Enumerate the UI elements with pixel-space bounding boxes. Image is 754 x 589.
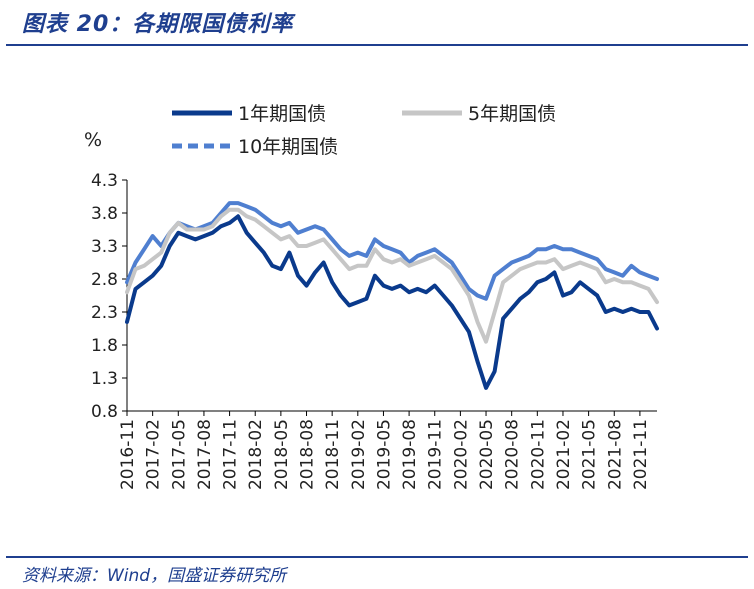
- x-tick-label: 2020-05: [477, 419, 497, 490]
- x-tick-label: 2017-02: [144, 419, 164, 490]
- y-tick-label: 1.8: [91, 336, 118, 356]
- x-tick-label: 2018-08: [298, 419, 318, 490]
- x-tick-label: 2017-11: [221, 419, 241, 490]
- legend-label-1y: 1年期国债: [238, 103, 326, 125]
- footer-divider: [6, 556, 748, 558]
- series-line-5y: [125, 207, 659, 344]
- y-tick-label: 3.3: [91, 237, 118, 257]
- x-tick-label: 2020-02: [451, 419, 471, 490]
- x-tick-label: 2018-11: [323, 419, 343, 490]
- source-note: 资料来源：Wind，国盛证券研究所: [22, 566, 287, 586]
- x-tick-label: 2017-08: [195, 419, 215, 490]
- series-line-10y: [125, 201, 659, 301]
- x-tick-label: 2017-05: [169, 419, 189, 490]
- x-tick-label: 2019-08: [400, 419, 420, 490]
- legend: 1年期国债 5年期国债 10年期国债: [172, 103, 556, 158]
- x-tick-label: 2021-02: [554, 419, 574, 490]
- x-tick-label: 2021-05: [580, 419, 600, 490]
- y-axis: 0.8 1.3 1.8 2.3 2.8 3.3 3.8 4.3: [91, 171, 128, 422]
- x-tick-label: 2018-02: [246, 419, 266, 490]
- y-axis-unit: %: [84, 129, 102, 151]
- x-tick-label: 2020-08: [503, 419, 523, 490]
- x-tick-label: 2019-05: [374, 419, 394, 490]
- figure-title: 图表 20：各期限国债利率: [22, 12, 294, 37]
- legend-label-5y: 5年期国债: [468, 103, 556, 125]
- y-tick-label: 4.3: [91, 171, 118, 191]
- y-tick-label: 3.8: [91, 204, 118, 224]
- x-tick-label: 2018-05: [272, 419, 292, 490]
- x-tick-label: 2019-11: [426, 419, 446, 490]
- x-tick-label: 2021-08: [605, 419, 625, 490]
- y-tick-label: 0.8: [91, 402, 118, 422]
- y-tick-label: 1.3: [91, 369, 118, 389]
- x-axis: 2016-11 2017-02 2017-05 2017-08 2017-11 2018-…: [118, 410, 657, 490]
- x-tick-label: 2020-11: [528, 419, 548, 490]
- series-line-1y: [125, 214, 659, 390]
- legend-label-10y: 10年期国债: [238, 136, 338, 158]
- plot-area: [125, 201, 659, 390]
- x-tick-label: 2021-11: [631, 419, 651, 490]
- x-tick-label: 2019-02: [349, 419, 369, 490]
- x-tick-label: 2016-11: [118, 419, 138, 490]
- y-tick-label: 2.8: [91, 270, 118, 290]
- y-tick-label: 2.3: [91, 303, 118, 323]
- title-divider: [6, 44, 748, 46]
